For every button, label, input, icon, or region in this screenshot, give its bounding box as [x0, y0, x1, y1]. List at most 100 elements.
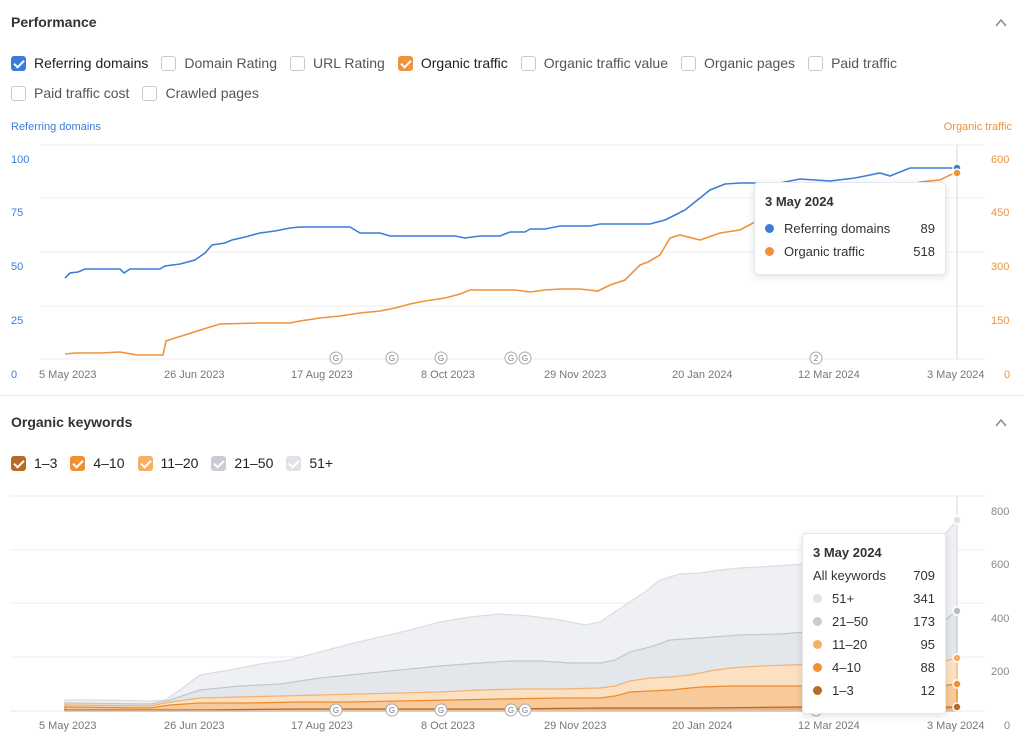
checkbox-label: 21–50 — [234, 455, 274, 471]
checkbox-position-51-plus[interactable]: 51+ — [286, 455, 333, 471]
keywords-tooltip: 3 May 2024 All keywords 709 51+ 341 21–5… — [802, 533, 946, 714]
checkbox-label: Crawled pages — [165, 85, 259, 101]
tooltip-label: 1–3 — [832, 683, 854, 698]
checkbox-organic-pages[interactable]: Organic pages — [681, 55, 795, 71]
checkbox-position-11-20[interactable]: 11–20 — [137, 455, 199, 471]
checkbox-position-1-3[interactable]: 1–3 — [11, 455, 57, 471]
tooltip-value: 709 — [913, 568, 935, 583]
right-tick: 0 — [1004, 369, 1011, 381]
x-axis-label: 26 Jun 2023 — [164, 720, 225, 732]
checkbox-label: 11–20 — [160, 455, 199, 471]
endpoint-51-plus[interactable] — [952, 515, 962, 525]
chevron-up-icon[interactable] — [994, 416, 1008, 430]
x-axis-label: 8 Oct 2023 — [421, 369, 475, 381]
google-update-marker[interactable]: G — [329, 703, 343, 717]
annotation-markers[interactable]: G G G G G 2 — [329, 351, 823, 365]
tooltip-row: 4–10 88 — [813, 656, 935, 679]
tooltip-row: 1–3 12 — [813, 679, 935, 702]
checkbox-box[interactable] — [808, 55, 824, 71]
legend-dot — [765, 224, 774, 233]
legend-dot — [813, 617, 822, 626]
performance-title: Performance — [11, 14, 97, 30]
tooltip-row: 51+ 341 — [813, 587, 935, 610]
checkbox-organic-traffic[interactable]: Organic traffic — [397, 55, 508, 71]
checkbox-box[interactable] — [11, 455, 26, 471]
endpoint-11-20[interactable] — [952, 653, 962, 663]
checkbox-position-4-10[interactable]: 4–10 — [70, 455, 125, 471]
right-tick: 150 — [991, 315, 1010, 327]
tooltip-value: 518 — [913, 244, 935, 259]
x-axis-label: 5 May 2023 — [39, 369, 97, 381]
google-update-marker[interactable]: G — [518, 351, 532, 365]
chevron-up-icon[interactable] — [994, 16, 1008, 30]
google-update-marker[interactable]: G — [518, 703, 532, 717]
checkbox-box[interactable] — [161, 55, 177, 71]
left-tick: 25 — [11, 315, 24, 327]
checkbox-box[interactable] — [397, 55, 413, 71]
checkbox-domain-rating[interactable]: Domain Rating — [161, 55, 277, 71]
checkbox-crawled-pages[interactable]: Crawled pages — [142, 85, 259, 101]
checkbox-paid-traffic[interactable]: Paid traffic — [808, 55, 897, 71]
checkbox-box[interactable] — [211, 455, 227, 471]
checkbox-url-rating[interactable]: URL Rating — [290, 55, 385, 71]
legend-dot — [765, 247, 774, 256]
checkbox-position-21-50[interactable]: 21–50 — [211, 455, 273, 471]
tooltip-label: All keywords — [813, 568, 886, 583]
checkbox-referring-domains[interactable]: Referring domains — [11, 55, 148, 71]
performance-metrics-row1: Referring domains Domain Rating URL Rati… — [11, 55, 910, 71]
tooltip-date: 3 May 2024 — [765, 194, 834, 209]
right-axis-title: Organic traffic — [943, 121, 1012, 133]
google-update-marker[interactable]: G — [385, 703, 399, 717]
legend-dot — [813, 594, 822, 603]
tooltip-label: 51+ — [832, 591, 855, 606]
google-update-marker[interactable]: G — [434, 703, 448, 717]
marker-label: G — [522, 706, 528, 715]
google-update-marker[interactable]: G — [504, 351, 518, 365]
organic-traffic-endpoint[interactable] — [952, 168, 962, 178]
marker-label: 2 — [814, 354, 819, 363]
checkbox-box[interactable] — [137, 455, 153, 471]
right-tick: 450 — [991, 207, 1010, 219]
endpoint-1-3[interactable] — [952, 702, 962, 712]
google-update-marker[interactable]: G — [434, 351, 448, 365]
google-update-marker[interactable]: G — [385, 351, 399, 365]
checkbox-label: Organic traffic — [420, 55, 508, 71]
x-axis-label: 8 Oct 2023 — [421, 720, 475, 732]
checkbox-box[interactable] — [520, 55, 536, 71]
annotation-count-marker[interactable]: 2 — [809, 351, 823, 365]
endpoint-21-50[interactable] — [952, 606, 962, 616]
x-axis-label: 17 Aug 2023 — [291, 720, 353, 732]
x-axis-label: 20 Jan 2024 — [672, 369, 733, 381]
tooltip-label: Organic traffic — [784, 244, 865, 259]
tooltip-total-row: All keywords 709 — [813, 564, 935, 587]
checkbox-label: Referring domains — [34, 55, 149, 71]
checkbox-box[interactable] — [11, 85, 26, 101]
checkbox-box[interactable] — [290, 55, 305, 71]
checkbox-box[interactable] — [286, 455, 302, 471]
tooltip-row: Organic traffic 518 — [765, 240, 935, 263]
tooltip-value: 173 — [913, 614, 935, 629]
checkbox-organic-traffic-value[interactable]: Organic traffic value — [520, 55, 668, 71]
google-update-marker[interactable]: G — [504, 703, 518, 717]
checkbox-label: Paid traffic cost — [34, 85, 130, 101]
checkbox-box[interactable] — [681, 55, 696, 71]
x-axis-label: 20 Jan 2024 — [672, 720, 733, 732]
legend-dot — [813, 663, 822, 672]
google-update-marker[interactable]: G — [329, 351, 343, 365]
left-tick: 75 — [11, 207, 24, 219]
checkbox-box[interactable] — [142, 85, 158, 101]
checkbox-box[interactable] — [11, 55, 26, 71]
legend-dot — [813, 640, 822, 649]
checkbox-box[interactable] — [70, 455, 86, 471]
marker-label: G — [333, 706, 339, 715]
tooltip-label: 21–50 — [832, 614, 869, 629]
x-axis-label: 5 May 2023 — [39, 720, 97, 732]
endpoint-4-10[interactable] — [952, 679, 962, 689]
checkbox-paid-traffic-cost[interactable]: Paid traffic cost — [11, 85, 129, 101]
x-axis-label: 17 Aug 2023 — [291, 369, 353, 381]
right-tick: 200 — [991, 666, 1010, 678]
x-axis-label: 29 Nov 2023 — [544, 369, 607, 381]
right-tick: 600 — [991, 559, 1010, 571]
left-tick: 100 — [11, 154, 30, 166]
